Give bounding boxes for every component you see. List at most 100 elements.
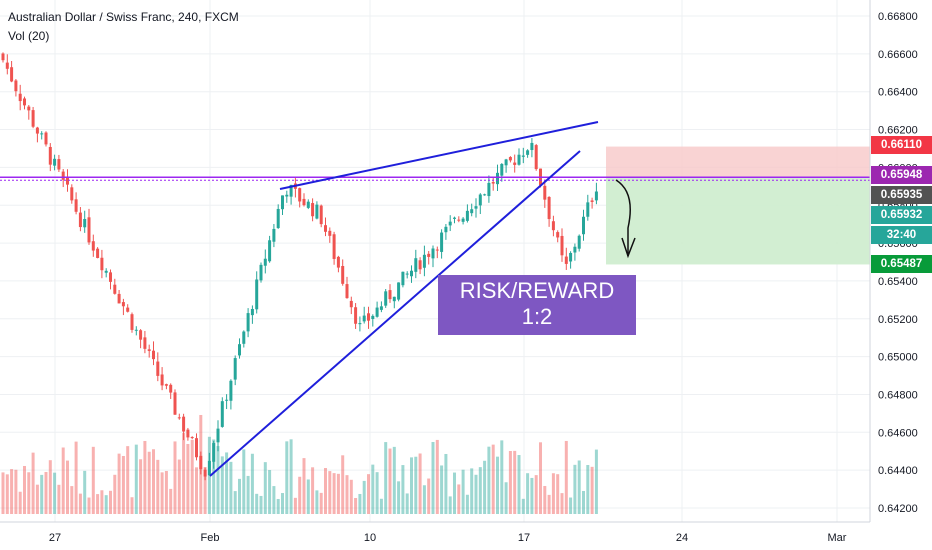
volume-bar: [109, 490, 112, 514]
candle-body: [272, 228, 276, 242]
volume-bar: [444, 453, 448, 514]
volume-bar: [164, 470, 168, 514]
y-tick-label: 0.66200: [878, 125, 918, 137]
volume-bar: [405, 493, 409, 514]
volume-bar: [186, 443, 190, 514]
candle-body: [83, 218, 87, 228]
y-tick-label: 0.66400: [878, 87, 918, 99]
candle-body: [242, 331, 246, 344]
volume-bar: [328, 471, 332, 514]
volume-bar: [384, 442, 388, 514]
volume-bar: [212, 439, 216, 514]
candle-body: [53, 158, 57, 166]
volume-bar: [40, 474, 44, 514]
y-tick-label: 0.64600: [878, 427, 918, 439]
volume-bar: [517, 455, 521, 514]
volume-bar: [143, 440, 147, 514]
volume-bar: [182, 433, 186, 514]
stop-price-tag: 0.66110: [871, 136, 932, 154]
entry-price-tag: 0.65948: [871, 166, 932, 184]
volume-bar: [392, 446, 396, 514]
candle-body: [173, 392, 177, 415]
candle-body: [569, 252, 573, 262]
x-tick-label: 17: [518, 532, 530, 544]
candle-body: [461, 218, 465, 222]
volume-bar: [306, 479, 310, 514]
volume-bar: [530, 477, 534, 514]
candle-body: [384, 291, 388, 306]
volume-bar: [147, 451, 151, 514]
volume-bar: [539, 442, 542, 514]
candle-body: [315, 204, 319, 219]
volume-bar: [526, 473, 530, 514]
volume-bar: [18, 491, 22, 514]
volume-bar: [177, 459, 181, 514]
candle-body: [143, 337, 147, 349]
candle-body: [371, 315, 375, 320]
candle-body: [444, 226, 448, 233]
volume-bar: [478, 467, 482, 514]
volume-bar: [91, 446, 95, 514]
volume-bar: [582, 490, 585, 514]
volume-bar: [422, 485, 426, 514]
candle-body: [465, 210, 469, 221]
volume-bar: [96, 494, 100, 514]
candle-body: [216, 428, 220, 443]
volume-bar: [474, 474, 478, 514]
volume-bar: [195, 467, 198, 514]
candle-body: [91, 241, 95, 251]
volume-bar: [66, 460, 69, 514]
candle-body: [453, 217, 456, 219]
volume-bar: [483, 460, 487, 514]
upper-trendline: [279, 121, 599, 190]
candle-body: [220, 401, 224, 427]
candle-body: [590, 200, 594, 202]
candle-body: [448, 221, 452, 226]
candle-body: [14, 80, 18, 92]
candle-body: [586, 202, 590, 217]
volume-bar: [113, 474, 117, 514]
volume-bar: [461, 469, 465, 514]
candle-body: [491, 182, 495, 184]
volume-bar: [272, 486, 276, 514]
candle-body: [358, 323, 362, 325]
candle-body: [401, 271, 405, 286]
target-price-tag: 0.65487: [871, 255, 932, 273]
candle-body: [534, 145, 538, 170]
volume-bar: [134, 444, 138, 514]
risk-reward-annotation[interactable]: RISK/REWARD 1:2: [438, 275, 636, 335]
candle-body: [564, 256, 568, 264]
volume-bar: [48, 460, 52, 514]
volume-bar: [246, 475, 250, 514]
volume-bar: [203, 467, 207, 514]
volume-bar: [173, 441, 177, 514]
lower-trendline: [209, 150, 581, 477]
candle-body: [577, 235, 581, 249]
drawings[interactable]: [0, 121, 870, 477]
candle-body: [414, 258, 418, 272]
volume-bar: [220, 456, 224, 514]
volume-bar: [169, 488, 173, 514]
volume-bar: [440, 465, 444, 514]
candle-body: [78, 212, 82, 228]
volume-bar: [465, 494, 469, 514]
volume-bar: [543, 485, 547, 514]
candle-body: [431, 248, 435, 259]
candle-body: [212, 443, 216, 462]
volume-bar: [453, 472, 456, 514]
candle-body: [483, 194, 487, 196]
candle-body: [96, 248, 100, 258]
candle-body: [87, 217, 91, 243]
candle-body: [169, 384, 173, 393]
volume-bar: [470, 468, 474, 514]
candle-body: [349, 300, 353, 308]
volume-bar: [10, 469, 14, 514]
candle-body: [147, 349, 151, 351]
candle-body: [113, 284, 117, 294]
candle-body: [130, 314, 134, 330]
volume-bar: [319, 492, 323, 514]
candle-body: [190, 437, 194, 439]
volume-bar: [379, 498, 383, 514]
candle-body: [306, 201, 310, 208]
